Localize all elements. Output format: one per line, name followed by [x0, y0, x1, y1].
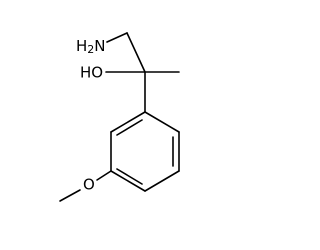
amine-label: H2N: [76, 37, 106, 57]
bond: [110, 111, 146, 133]
subscript: 2: [87, 43, 94, 56]
bond: [59, 189, 81, 202]
bond: [106, 32, 128, 43]
bond: [144, 170, 180, 192]
atom: H: [76, 37, 87, 55]
atom: N: [94, 37, 105, 55]
page: H2N HO O (() => { const data = JSON.pars…: [59, 32, 180, 202]
bond: [126, 32, 146, 73]
structure: H2N HO O: [59, 32, 180, 202]
hydroxyl-label: HO: [80, 64, 103, 82]
bond: [144, 111, 180, 133]
double-bond: [116, 168, 143, 185]
bonds: [59, 32, 180, 202]
ether-label: O: [83, 176, 95, 194]
bond: [110, 170, 146, 192]
double-bond: [116, 119, 143, 136]
bond: [96, 170, 112, 181]
